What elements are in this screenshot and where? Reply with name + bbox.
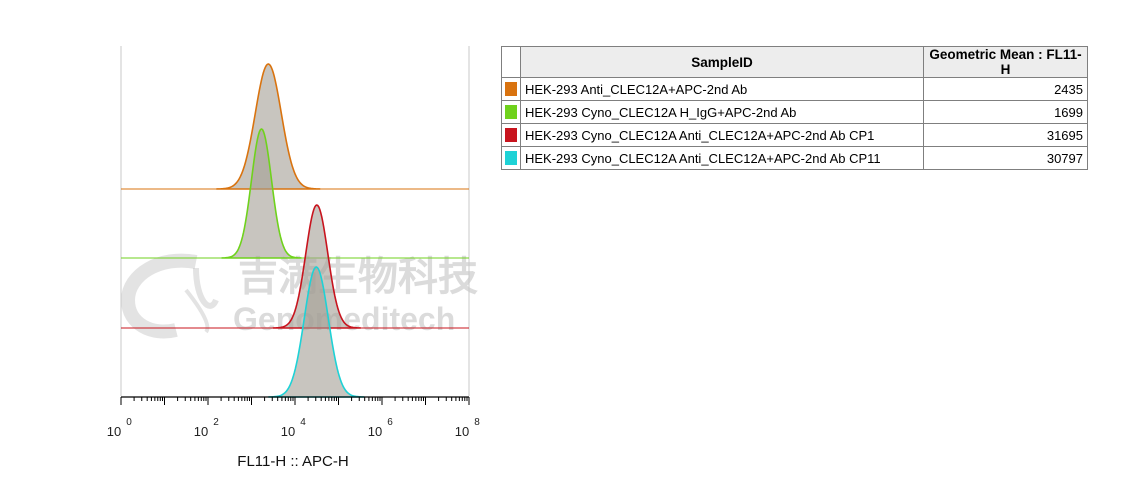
x-tick-exponent: 8: [474, 417, 480, 428]
header-sampleid: SampleID: [520, 46, 924, 78]
legend-geometric-mean: 30797: [923, 146, 1088, 170]
legend-row: HEK-293 Anti_CLEC12A+APC-2nd Ab 2435: [501, 77, 1088, 101]
histogram-series: [221, 128, 302, 259]
legend-swatch-cell: [501, 100, 521, 124]
legend-table-header: SampleID Geometric Mean : FL11-H: [501, 46, 1088, 78]
x-axis-title: FL11-H :: APC-H: [237, 453, 348, 470]
legend-swatch: [505, 105, 517, 119]
legend-sample-id: HEK-293 Cyno_CLEC12A Anti_CLEC12A+APC-2n…: [520, 123, 924, 147]
legend-geometric-mean: 31695: [923, 123, 1088, 147]
series-layer: [121, 63, 469, 398]
histogram-series: [268, 266, 365, 398]
legend-swatch-cell: [501, 123, 521, 147]
x-tick-label: 10: [455, 424, 469, 439]
x-tick-label: 10: [281, 424, 295, 439]
legend-swatch: [505, 151, 517, 165]
legend-swatch: [505, 82, 517, 96]
legend-swatch: [505, 128, 517, 142]
x-tick-label: 10: [368, 424, 382, 439]
x-tick-label: 10: [107, 424, 121, 439]
legend-row: HEK-293 Cyno_CLEC12A Anti_CLEC12A+APC-2n…: [501, 123, 1088, 147]
x-tick-exponent: 6: [387, 417, 393, 428]
legend-sample-id: HEK-293 Cyno_CLEC12A H_IgG+APC-2nd Ab: [520, 100, 924, 124]
watermark: 吉满生物科技 Genomeditech: [120, 253, 478, 339]
x-axis-ticks: 10 0 10 2 10 4 10 6 10 8: [107, 397, 480, 439]
legend-sample-id: HEK-293 Anti_CLEC12A+APC-2nd Ab: [520, 77, 924, 101]
legend-geometric-mean: 2435: [923, 77, 1088, 101]
legend-swatch-cell: [501, 77, 521, 101]
watermark-logo-icon: [120, 253, 219, 339]
legend-row: HEK-293 Cyno_CLEC12A H_IgG+APC-2nd Ab 169…: [501, 100, 1088, 124]
legend-sample-id: HEK-293 Cyno_CLEC12A Anti_CLEC12A+APC-2n…: [520, 146, 924, 170]
legend-table: SampleID Geometric Mean : FL11-H HEK-293…: [501, 46, 1088, 170]
x-tick-label: 10: [194, 424, 208, 439]
watermark-cn: 吉满生物科技: [238, 254, 478, 300]
histogram-series: [216, 63, 321, 190]
watermark-en: Genomeditech: [233, 301, 455, 337]
x-tick-exponent: 2: [213, 417, 219, 428]
legend-row: HEK-293 Cyno_CLEC12A Anti_CLEC12A+APC-2n…: [501, 146, 1088, 170]
x-tick-exponent: 4: [300, 417, 306, 428]
header-geometric-mean: Geometric Mean : FL11-H: [923, 46, 1088, 78]
x-tick-exponent: 0: [126, 417, 132, 428]
legend-swatch-cell: [501, 146, 521, 170]
legend-geometric-mean: 1699: [923, 100, 1088, 124]
header-swatch: [501, 46, 521, 78]
